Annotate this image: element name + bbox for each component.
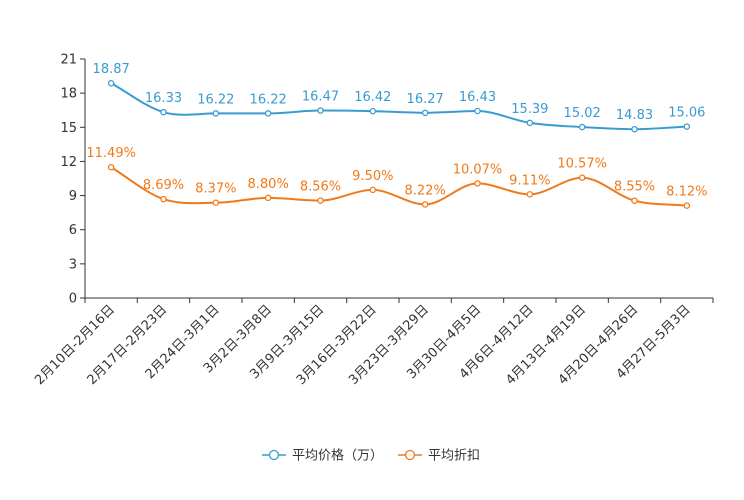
legend-marker [268, 449, 280, 461]
y-tick-label: 18 [60, 87, 77, 102]
data-label: 16.43 [459, 90, 496, 105]
data-point [369, 186, 377, 194]
data-label: 18.87 [93, 62, 130, 77]
data-label: 8.22% [405, 183, 446, 198]
y-tick-label: 15 [60, 121, 77, 136]
data-point [317, 197, 324, 204]
data-label: 11.49% [86, 146, 136, 161]
data-point [526, 191, 534, 198]
y-tick-label: 21 [60, 53, 77, 68]
legend-marker [404, 449, 416, 461]
data-label: 8.69% [143, 178, 184, 193]
data-label: 8.56% [300, 180, 341, 195]
data-label: 9.50% [352, 169, 393, 184]
series-layer: 18.87 16.33 16.22 16.22 16.47 16.42 16.27 16.43… [86, 62, 707, 209]
data-point [212, 199, 220, 206]
y-tick-label: 9 [69, 189, 77, 204]
legend-item-0[interactable]: 平均价格（万） [262, 448, 383, 464]
data-point [683, 202, 691, 209]
data-label: 8.80% [248, 177, 289, 192]
data-label: 14.83 [616, 108, 653, 123]
data-label: 15.06 [668, 106, 705, 121]
legend-item-1[interactable]: 平均折扣 [398, 449, 480, 464]
y-tick-label: 12 [60, 155, 77, 170]
data-point [317, 107, 324, 114]
series-line-0 [110, 82, 687, 131]
data-point [160, 108, 167, 116]
data-point [474, 180, 481, 187]
legend[interactable]: 平均价格（万） 平均折扣 [262, 448, 480, 464]
data-label: 8.55% [614, 180, 655, 195]
data-point [160, 195, 167, 203]
data-point [107, 79, 115, 87]
data-point [264, 194, 272, 202]
series-line-1 [110, 166, 687, 207]
data-point [107, 163, 115, 171]
data-point [264, 110, 272, 117]
data-point [212, 110, 220, 117]
data-label: 10.07% [453, 162, 503, 177]
legend-label: 平均价格（万） [292, 448, 383, 464]
data-label: 16.42 [354, 90, 391, 105]
data-point [578, 123, 586, 131]
data-point [578, 174, 586, 181]
data-label: 16.22 [250, 92, 287, 107]
data-label: 8.37% [195, 182, 236, 197]
data-label: 16.22 [197, 92, 234, 107]
data-label: 16.33 [145, 91, 182, 106]
data-point [369, 107, 377, 115]
data-label: 10.57% [557, 157, 607, 172]
y-tick-label: 6 [69, 223, 77, 238]
y-tick-label: 0 [69, 292, 77, 307]
data-point [526, 119, 534, 127]
data-label: 8.12% [666, 185, 707, 200]
data-label: 16.47 [302, 90, 339, 105]
data-point [421, 201, 429, 208]
data-point [631, 197, 638, 204]
data-point [683, 123, 691, 130]
data-point [421, 109, 429, 117]
data-label: 15.39 [511, 102, 548, 117]
data-label: 15.02 [564, 106, 601, 121]
legend-label: 平均折扣 [428, 449, 480, 464]
data-label: 16.27 [407, 92, 444, 107]
data-label: 9.11% [509, 173, 550, 188]
data-point [631, 125, 638, 133]
data-point [474, 107, 481, 115]
y-tick-label: 3 [69, 257, 77, 272]
